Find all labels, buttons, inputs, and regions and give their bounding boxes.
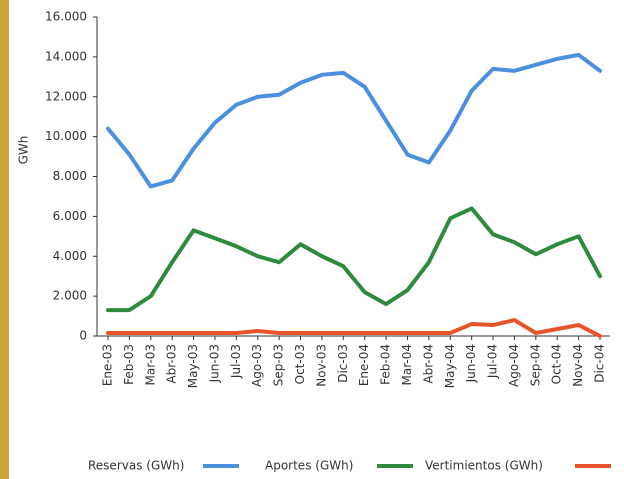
x-tick-label: Nov-04 [571, 344, 585, 387]
x-tick-label: May-04 [443, 344, 457, 388]
side-strip [0, 0, 9, 479]
x-tick-label: Feb-04 [379, 344, 393, 385]
x-tick-label: May-03 [186, 344, 200, 388]
x-tick-label: Sep-03 [272, 344, 286, 386]
y-tick-label: 10.000 [45, 129, 87, 143]
x-tick-label: Oct-03 [293, 344, 307, 384]
y-tick-label: 4.000 [53, 249, 87, 263]
x-tick-label: Oct-04 [550, 344, 564, 384]
x-tick-label: Dic-04 [593, 344, 607, 383]
series-line [106, 52, 602, 189]
legend-label: Reservas (GWh) [88, 459, 184, 473]
x-tick-label: Ago-04 [507, 344, 521, 387]
x-tick-label: Jul-03 [229, 344, 243, 379]
y-tick-label: 2.000 [53, 289, 87, 303]
x-tick-label: Dic-03 [336, 344, 350, 383]
y-tick-label: 6.000 [53, 209, 87, 223]
y-axis-title: GWh [17, 136, 31, 165]
x-tick-label: Ago-03 [250, 344, 264, 387]
x-tick-label: Mar-04 [400, 344, 414, 385]
x-tick-label: Abr-03 [165, 344, 179, 384]
y-tick-label: 16.000 [45, 10, 87, 24]
y-tick-label: 0 [79, 329, 87, 343]
series-line [106, 206, 602, 313]
x-tick-label: Jul-04 [486, 344, 500, 379]
x-tick-label: Feb-03 [122, 344, 136, 385]
x-tick-label: Jun-04 [464, 344, 478, 383]
x-tick-label: Ene-04 [357, 344, 371, 386]
y-tick-label: 8.000 [53, 169, 87, 183]
legend-label: Aportes (GWh) [265, 459, 353, 473]
y-tick-label: 14.000 [45, 49, 87, 63]
x-tick-label: Nov-03 [314, 344, 328, 387]
y-tick-label: 12.000 [45, 89, 87, 103]
legend-label: Vertimientos (GWh) [425, 459, 543, 473]
x-tick-label: Abr-04 [421, 344, 435, 384]
x-tick-label: Mar-03 [143, 344, 157, 385]
x-tick-label: Jun-03 [207, 344, 221, 383]
series-line [106, 318, 602, 338]
x-tick-label: Ene-03 [101, 344, 115, 386]
x-tick-label: Sep-04 [528, 344, 542, 386]
